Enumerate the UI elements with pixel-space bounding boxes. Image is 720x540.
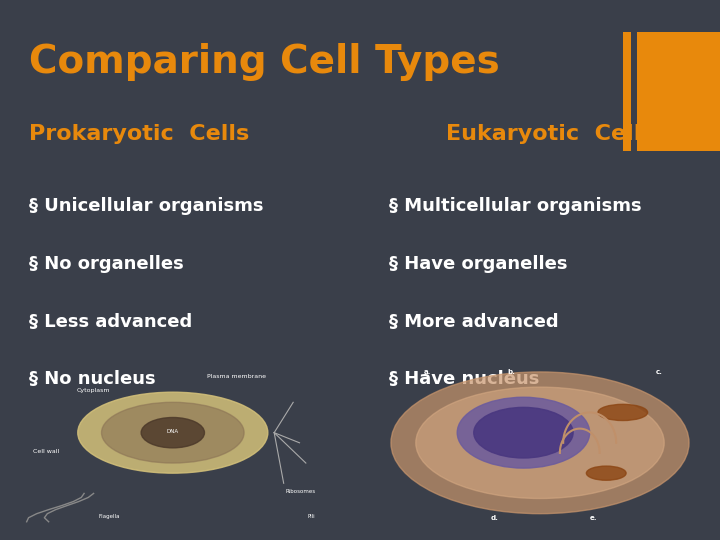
Text: § No nucleus: § No nucleus: [29, 370, 156, 388]
FancyBboxPatch shape: [14, 356, 331, 529]
Text: § Less advanced: § Less advanced: [29, 313, 192, 330]
Text: § Multicellular organisms: § Multicellular organisms: [389, 197, 642, 215]
FancyBboxPatch shape: [374, 356, 706, 529]
Text: § More advanced: § More advanced: [389, 313, 559, 330]
Text: Eukaryotic  Cells: Eukaryotic Cells: [446, 124, 655, 144]
Text: § Have organelles: § Have organelles: [389, 255, 567, 273]
Text: § Have nucleus: § Have nucleus: [389, 370, 539, 388]
Text: Prokaryotic  Cells: Prokaryotic Cells: [29, 124, 249, 144]
Text: Comparing Cell Types: Comparing Cell Types: [29, 43, 500, 81]
Text: § Unicellular organisms: § Unicellular organisms: [29, 197, 264, 215]
Text: § No organelles: § No organelles: [29, 255, 184, 273]
